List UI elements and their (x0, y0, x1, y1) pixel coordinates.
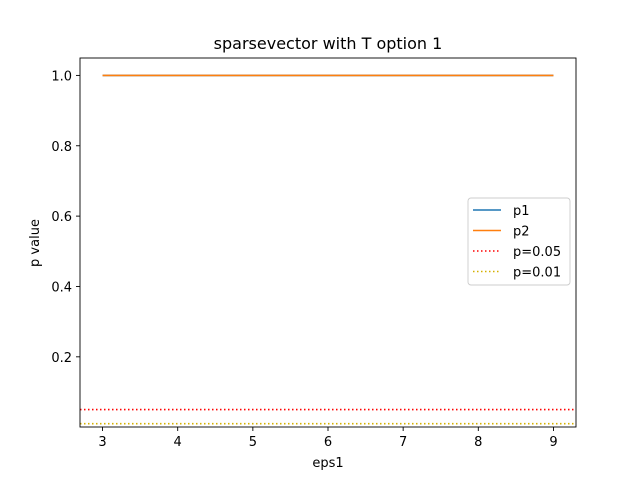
legend-label-p1: p1 (513, 204, 530, 219)
legend-box (467, 197, 571, 286)
x-tick-label: 4 (174, 435, 182, 450)
legend-label-p=0.01: p=0.01 (513, 266, 561, 281)
x-tick-label: 5 (249, 435, 257, 450)
x-tick-label: 9 (549, 435, 557, 450)
x-axis-label: eps1 (312, 456, 343, 471)
plot-content (80, 74, 576, 425)
x-tick-label: 7 (399, 435, 407, 450)
axes-layer: 3 4 5 6 7 8 9 0.2 0.4 0.6 0.8 1.0 (51, 57, 577, 450)
x-tick-label: 8 (474, 435, 482, 450)
legend: p1 p2 p=0.05 p=0.01 (467, 197, 571, 286)
y-axis-label: p value (28, 219, 43, 267)
y-tick-label: 0.2 (51, 351, 72, 366)
y-tick-label: 0.4 (51, 280, 72, 295)
legend-label-p=0.05: p=0.05 (513, 245, 561, 260)
y-tick-label: 1.0 (51, 69, 72, 84)
legend-label-p2: p2 (513, 225, 530, 240)
x-tick-label: 3 (98, 435, 106, 450)
chart-title: sparsevector with T option 1 (214, 34, 443, 53)
x-tick-label: 6 (324, 435, 332, 450)
y-tick-label: 0.6 (51, 210, 72, 225)
y-tick-label: 0.8 (51, 140, 72, 155)
